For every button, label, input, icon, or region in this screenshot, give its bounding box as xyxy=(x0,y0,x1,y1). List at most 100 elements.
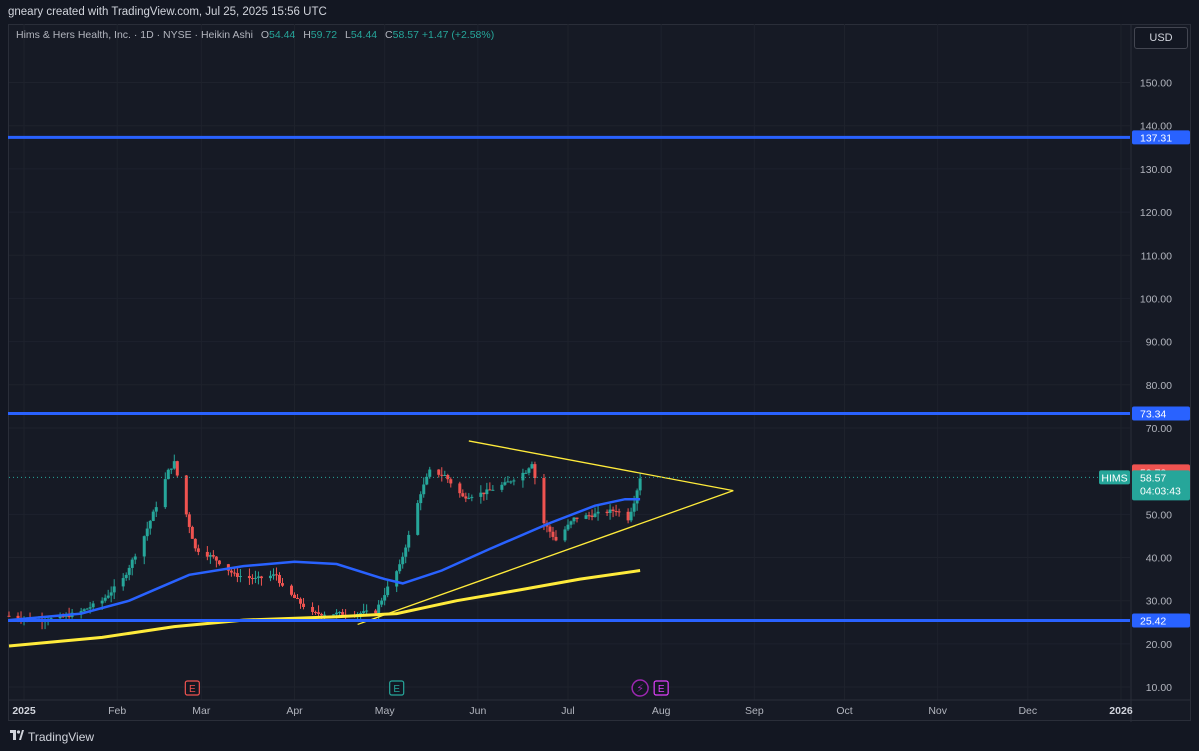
last-price-tag xyxy=(1132,470,1190,501)
candle-body xyxy=(362,611,366,614)
candle-body xyxy=(422,484,426,495)
candle-body xyxy=(338,611,342,613)
candle-body xyxy=(268,575,272,579)
symbol-tag-label: HIMS xyxy=(1101,472,1127,484)
dividend-event-icon[interactable] xyxy=(631,679,649,697)
currency-button[interactable]: USD xyxy=(1134,27,1188,49)
candle-body xyxy=(419,494,423,504)
attribution-bar: gneary created with TradingView.com, Jul… xyxy=(0,0,1199,24)
earnings-event-icon[interactable] xyxy=(389,680,405,696)
earnings-event-label: E xyxy=(658,684,665,695)
x-tick-label: 2026 xyxy=(1109,705,1133,717)
candle-body xyxy=(467,497,471,499)
triangle-trendline[interactable] xyxy=(468,440,734,492)
candle-body xyxy=(127,567,131,575)
candle-body xyxy=(229,570,233,573)
candle-body xyxy=(67,614,71,617)
candle-body xyxy=(109,592,113,596)
candle-body xyxy=(332,614,336,616)
earnings-event-label: E xyxy=(393,684,400,695)
x-tick-label: May xyxy=(375,705,396,717)
candle-body xyxy=(464,496,468,499)
candle-body xyxy=(446,474,450,480)
candle-body xyxy=(485,489,489,495)
candle-body xyxy=(554,536,558,541)
y-tick-label: 140.00 xyxy=(1140,121,1172,133)
earnings-event-icon[interactable] xyxy=(653,680,669,696)
candle-body xyxy=(563,529,567,541)
triangle-trendline[interactable] xyxy=(357,489,734,626)
candle-body xyxy=(91,603,95,608)
candle-body xyxy=(88,607,92,609)
candle-body xyxy=(380,600,384,605)
candle-body xyxy=(190,526,194,539)
dividend-event-glyph: ⚡ xyxy=(636,682,644,695)
moving-average-blue xyxy=(8,497,641,622)
y-tick-label: 110.00 xyxy=(1141,250,1172,262)
candle-body xyxy=(130,559,134,568)
x-tick-label: Nov xyxy=(928,705,947,717)
candle-body xyxy=(443,474,447,476)
candle-body xyxy=(208,555,212,557)
level-price-tag xyxy=(1132,130,1190,145)
candle-body xyxy=(296,597,300,599)
moving-average-yellow xyxy=(8,569,641,648)
candle-body xyxy=(632,503,636,512)
candle-body xyxy=(214,556,218,561)
candle-body xyxy=(458,483,462,494)
candle-body xyxy=(250,578,254,580)
candle-body xyxy=(172,461,176,469)
candle-body xyxy=(151,511,155,521)
candle-body xyxy=(320,613,324,616)
candle-body xyxy=(509,481,513,483)
footer-bar: TradingView xyxy=(0,722,1199,751)
candle-body xyxy=(247,576,251,579)
candle-body xyxy=(584,515,588,519)
close-label: C xyxy=(385,29,393,41)
candle-body xyxy=(398,564,402,572)
candle-body xyxy=(85,608,89,610)
y-tick-label: 40.00 xyxy=(1146,553,1172,565)
level-price-tag xyxy=(1132,406,1190,421)
candle-body xyxy=(163,479,167,508)
candle-body xyxy=(112,586,116,593)
candle-body xyxy=(16,615,20,619)
x-tick-label: Apr xyxy=(286,705,303,717)
candle-body xyxy=(317,612,321,614)
candle-body xyxy=(611,509,615,511)
candle-body xyxy=(341,611,345,615)
chart-pane[interactable] xyxy=(8,24,1191,721)
candle-body xyxy=(256,576,260,578)
candle-body xyxy=(479,492,483,497)
candle-body xyxy=(533,464,537,478)
y-tick-label: 120.00 xyxy=(1140,207,1172,219)
candle-body xyxy=(377,604,381,614)
candle-body xyxy=(311,606,315,612)
earnings-event-icon[interactable] xyxy=(184,680,200,696)
candle-body xyxy=(587,515,591,517)
low-label: L xyxy=(345,29,351,41)
candle-body xyxy=(440,474,444,476)
tradingview-logo-icon xyxy=(10,730,24,740)
candle-body xyxy=(314,611,318,613)
y-tick-label: 50.00 xyxy=(1146,509,1172,521)
candle-body xyxy=(196,548,200,552)
y-tick-label: 90.00 xyxy=(1146,337,1172,349)
candle-body xyxy=(590,515,594,517)
candle-body xyxy=(235,573,239,577)
symbol-tag xyxy=(1099,470,1130,485)
high-label: H xyxy=(303,29,311,41)
candle-body xyxy=(437,469,441,475)
y-tick-label: 80.00 xyxy=(1146,380,1172,392)
open-value: 54.44 xyxy=(269,29,296,41)
candle-body xyxy=(211,555,215,557)
x-tick-label: Mar xyxy=(192,705,211,717)
candle-body xyxy=(184,475,188,515)
candle-body xyxy=(7,615,11,617)
x-tick-label: Dec xyxy=(1018,705,1037,717)
y-tick-label: 30.00 xyxy=(1146,596,1172,608)
candle-body xyxy=(253,577,257,579)
candle-body xyxy=(79,611,83,613)
candle-body xyxy=(407,534,411,548)
